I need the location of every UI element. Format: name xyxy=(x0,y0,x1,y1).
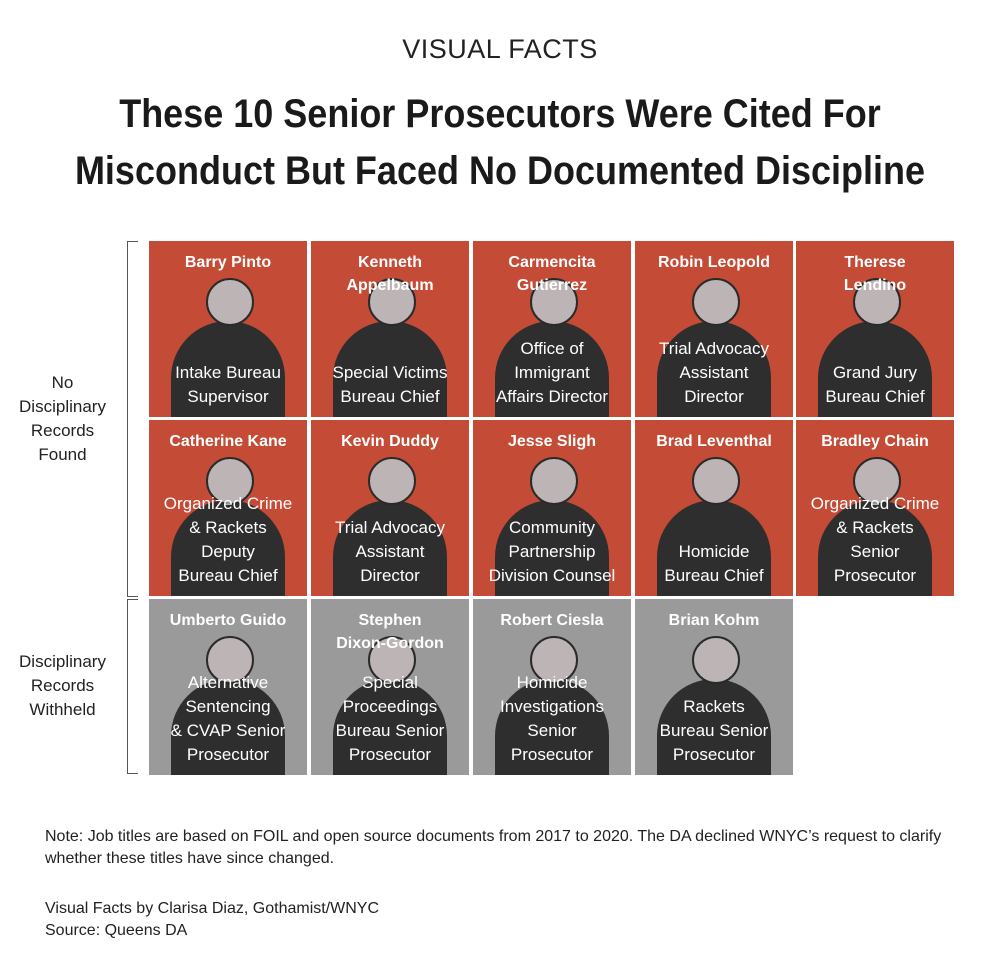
prosecutor-name: Robin Leopold xyxy=(658,254,770,271)
prosecutor-name: Stephen Dixon-Gordon xyxy=(336,612,444,652)
prosecutor-title: Homicide Bureau Chief xyxy=(664,542,764,585)
prosecutor-tile: Stephen Dixon-Gordon Special Proceedings … xyxy=(311,599,469,775)
prosecutor-title: Homicide Investigations Senior Prosecuto… xyxy=(500,673,604,764)
prosecutor-title: Rackets Bureau Senior Prosecutor xyxy=(659,697,769,764)
prosecutor-tile: Jesse Sligh Community Partnership Divisio… xyxy=(473,420,631,596)
silhouette-body-icon xyxy=(171,679,285,775)
silhouette-head-icon xyxy=(206,278,254,326)
silhouette-head-icon xyxy=(530,457,578,505)
silhouette-body-icon xyxy=(657,500,771,596)
silhouette-body-icon xyxy=(818,500,932,596)
silhouette-body-icon xyxy=(495,500,609,596)
silhouette-head-icon xyxy=(530,278,578,326)
note: Note: Job titles are based on FOIL and o… xyxy=(45,828,942,867)
silhouette-body-icon xyxy=(333,321,447,417)
group-label-line: No xyxy=(51,373,74,392)
silhouette-body-icon xyxy=(171,321,285,417)
prosecutor-tile: Kenneth Appelbaum Special Victims Bureau … xyxy=(311,241,469,417)
silhouette-head-icon xyxy=(530,636,578,684)
prosecutor-tile: Therese Lendino Grand Jury Bureau Chief xyxy=(796,241,954,417)
title-line-1: These 10 Senior Prosecutors Were Cited F… xyxy=(119,92,881,136)
silhouette-body-icon xyxy=(333,500,447,596)
prosecutor-name: Carmencita Gutierrez xyxy=(508,254,596,294)
group-label-line: Disciplinary xyxy=(19,652,106,671)
prosecutor-name: Umberto Guido xyxy=(169,612,287,629)
prosecutor-name: Kevin Duddy xyxy=(341,433,439,450)
prosecutor-title: Organized Crime & Rackets Deputy Bureau … xyxy=(163,494,293,585)
prosecutor-title: Office of Immigrant Affairs Director xyxy=(495,339,609,406)
prosecutor-tile: Brian Kohm Rackets Bureau Senior Prosecut… xyxy=(635,599,793,775)
silhouette-head-icon xyxy=(853,457,901,505)
prosecutor-name: Kenneth Appelbaum xyxy=(346,254,434,294)
title-line-2: Misconduct But Faced No Documented Disci… xyxy=(74,149,926,193)
group-label-line: Records xyxy=(30,421,95,440)
prosecutor-tile: Barry Pinto Intake Bureau Supervisor xyxy=(149,241,307,417)
silhouette-body-icon xyxy=(333,679,447,775)
prosecutor-title: Trial Advocacy Assistant Director xyxy=(659,339,769,406)
prosecutor-tile: Kevin Duddy Trial Advocacy Assistant Dire… xyxy=(311,420,469,596)
silhouette-body-icon xyxy=(495,679,609,775)
silhouette-head-icon xyxy=(692,278,740,326)
silhouette-body-icon xyxy=(495,321,609,417)
prosecutor-tile: Carmencita Gutierrez Office of Immigrant … xyxy=(473,241,631,417)
prosecutor-title: Trial Advocacy Assistant Director xyxy=(335,518,445,585)
group-label-line: Disciplinary xyxy=(19,397,106,416)
prosecutor-tile: Catherine Kane Organized Crime & Rackets … xyxy=(149,420,307,596)
group-label-line: Found xyxy=(38,445,87,464)
silhouette-head-icon xyxy=(853,278,901,326)
prosecutor-title: Special Proceedings Bureau Senior Prosec… xyxy=(335,673,445,764)
group-label-line: Records xyxy=(30,676,95,695)
prosecutor-tile: Brad Leventhal Homicide Bureau Chief xyxy=(635,420,793,596)
group-label-line: Withheld xyxy=(29,700,96,719)
silhouette-head-icon xyxy=(368,457,416,505)
silhouette-head-icon xyxy=(692,457,740,505)
silhouette-body-icon xyxy=(171,500,285,596)
silhouette-body-icon xyxy=(818,321,932,417)
silhouette-head-icon xyxy=(368,278,416,326)
bracket-withheld xyxy=(127,599,138,774)
prosecutor-title: Alternative Sentencing & CVAP Senior Pro… xyxy=(170,673,286,764)
prosecutor-title: Community Partnership Division Counsel xyxy=(488,518,616,585)
bracket-found xyxy=(127,241,138,597)
prosecutor-name: Bradley Chain xyxy=(821,433,929,450)
prosecutor-title: Special Victims Bureau Chief xyxy=(332,363,448,406)
prosecutor-title: Intake Bureau Supervisor xyxy=(175,363,281,406)
prosecutor-title: Grand Jury Bureau Chief xyxy=(825,363,925,406)
prosecutor-title: Organized Crime & Rackets Senior Prosecu… xyxy=(810,494,940,585)
prosecutor-name: Jesse Sligh xyxy=(507,433,597,450)
prosecutor-name: Robert Ciesla xyxy=(500,612,604,629)
prosecutor-name: Barry Pinto xyxy=(184,254,272,271)
silhouette-head-icon xyxy=(206,457,254,505)
silhouette-head-icon xyxy=(206,636,254,684)
silhouette-head-icon xyxy=(368,636,416,684)
silhouette-head-icon xyxy=(692,636,740,684)
group-label-withheld: Disciplinary Records Withheld xyxy=(0,650,125,722)
prosecutor-name: Brian Kohm xyxy=(668,612,760,629)
prosecutor-name: Brad Leventhal xyxy=(656,433,772,450)
prosecutor-name: Therese Lendino xyxy=(843,254,907,294)
kicker: VISUAL FACTS xyxy=(402,34,598,64)
prosecutor-tile: Bradley Chain Organized Crime & Rackets S… xyxy=(796,420,954,596)
credit: Visual Facts by Clarisa Diaz, Gothamist/… xyxy=(45,900,380,917)
prosecutor-tile: Robert Ciesla Homicide Investigations Sen… xyxy=(473,599,631,775)
source: Source: Queens DA xyxy=(45,922,188,939)
silhouette-body-icon xyxy=(657,321,771,417)
group-label-found: No Disciplinary Records Found xyxy=(0,371,125,467)
prosecutor-tile: Umberto Guido Alternative Sentencing & CV… xyxy=(149,599,307,775)
silhouette-body-icon xyxy=(657,679,771,775)
page-title: These 10 Senior Prosecutors Were Cited F… xyxy=(68,86,932,200)
prosecutor-name: Catherine Kane xyxy=(169,433,287,450)
prosecutor-tile: Robin Leopold Trial Advocacy Assistant Di… xyxy=(635,241,793,417)
